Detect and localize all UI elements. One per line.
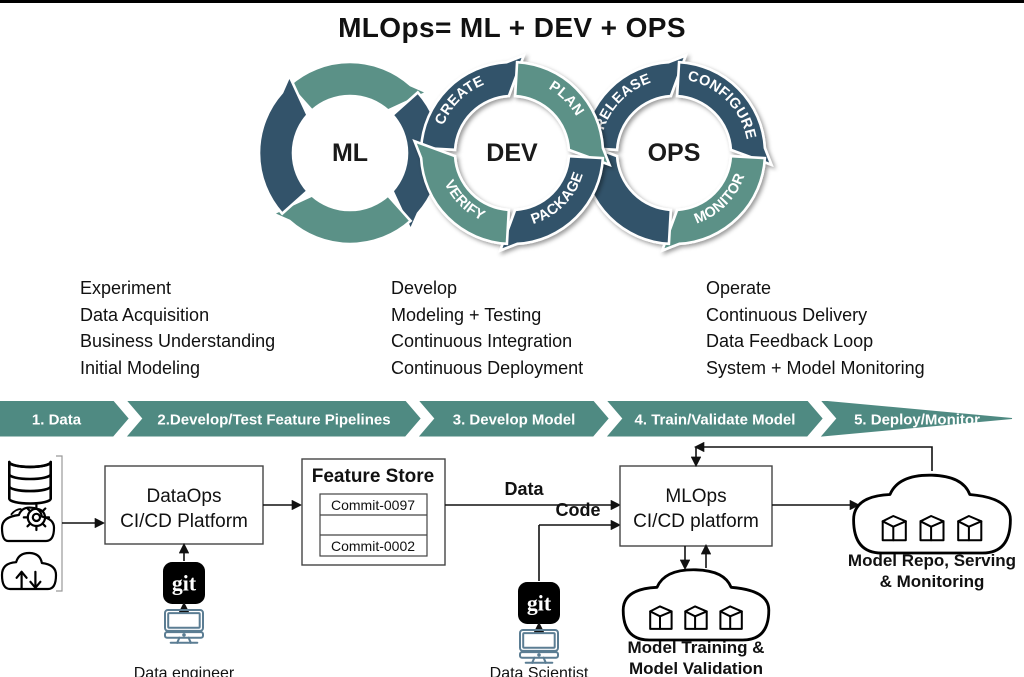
svg-text:Model Repo, Serving: Model Repo, Serving	[848, 551, 1016, 570]
svg-text:Model Validation: Model Validation	[629, 659, 763, 677]
svg-text:git: git	[172, 572, 197, 596]
svg-text:Feature Store: Feature Store	[312, 466, 434, 487]
svg-text:Data: Data	[504, 479, 544, 499]
svg-text:Code: Code	[556, 500, 601, 520]
svg-text:& Monitoring: & Monitoring	[880, 572, 985, 591]
svg-text:Data Scientist: Data Scientist	[490, 665, 589, 677]
svg-text:CI/CD platform: CI/CD platform	[633, 511, 759, 532]
svg-text:Commit-0002: Commit-0002	[331, 538, 415, 554]
svg-text:MLOps: MLOps	[665, 486, 726, 507]
svg-text:DataOps: DataOps	[147, 486, 222, 507]
svg-text:Data engineer: Data engineer	[134, 665, 235, 677]
svg-text:git: git	[527, 592, 552, 616]
svg-text:CI/CD Platform: CI/CD Platform	[120, 511, 248, 532]
svg-text:Model Training &: Model Training &	[628, 638, 765, 657]
svg-text:Commit-0097: Commit-0097	[331, 497, 415, 513]
